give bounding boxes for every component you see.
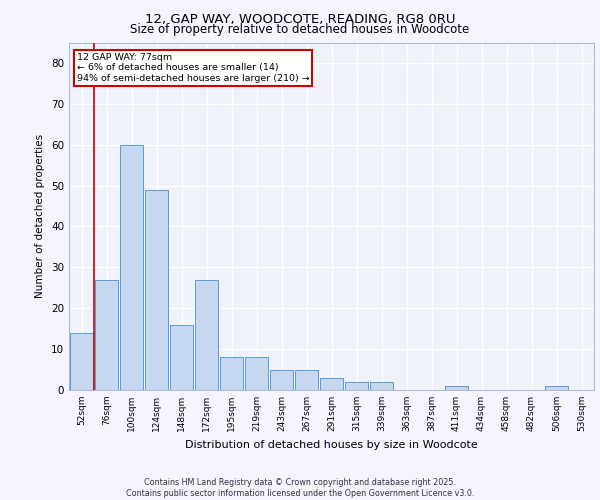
Bar bbox=[270, 370, 293, 390]
Y-axis label: Number of detached properties: Number of detached properties bbox=[35, 134, 46, 298]
Bar bbox=[220, 358, 243, 390]
Bar bbox=[345, 382, 368, 390]
Bar bbox=[120, 144, 143, 390]
Text: Contains HM Land Registry data © Crown copyright and database right 2025.
Contai: Contains HM Land Registry data © Crown c… bbox=[126, 478, 474, 498]
Bar bbox=[320, 378, 343, 390]
Text: Size of property relative to detached houses in Woodcote: Size of property relative to detached ho… bbox=[130, 22, 470, 36]
Bar bbox=[295, 370, 318, 390]
Bar bbox=[145, 190, 168, 390]
Bar bbox=[370, 382, 393, 390]
Bar bbox=[70, 333, 93, 390]
Bar bbox=[245, 358, 268, 390]
Bar bbox=[195, 280, 218, 390]
X-axis label: Distribution of detached houses by size in Woodcote: Distribution of detached houses by size … bbox=[185, 440, 478, 450]
Bar bbox=[445, 386, 468, 390]
Bar bbox=[170, 324, 193, 390]
Bar bbox=[95, 280, 118, 390]
Bar bbox=[545, 386, 568, 390]
Text: 12 GAP WAY: 77sqm
← 6% of detached houses are smaller (14)
94% of semi-detached : 12 GAP WAY: 77sqm ← 6% of detached house… bbox=[77, 53, 310, 82]
Text: 12, GAP WAY, WOODCOTE, READING, RG8 0RU: 12, GAP WAY, WOODCOTE, READING, RG8 0RU bbox=[145, 12, 455, 26]
